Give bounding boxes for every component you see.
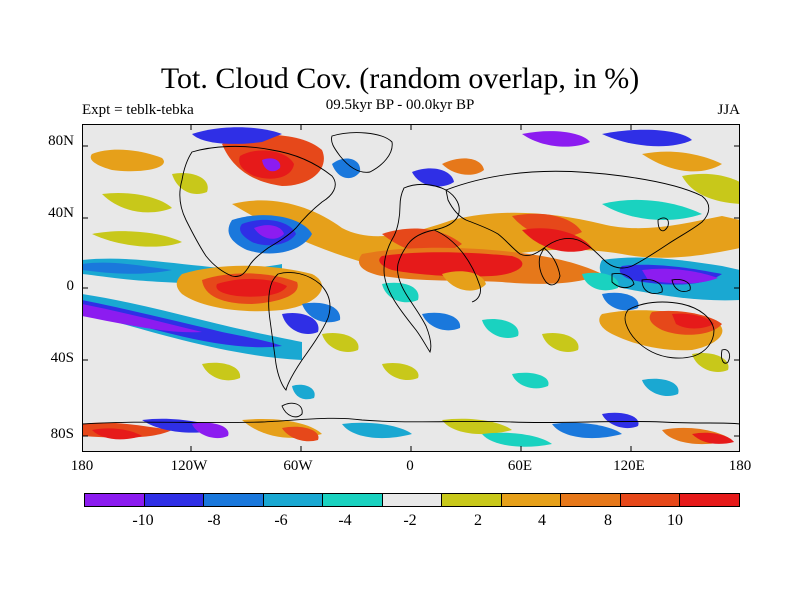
lon-label-180e: 180 — [728, 458, 752, 474]
anomaly-field — [82, 124, 740, 452]
colorbar-label-2: 2 — [474, 512, 482, 529]
lon-label-0: 0 — [406, 458, 414, 474]
axis-ticks — [82, 124, 740, 452]
lat-label-80n: 80N — [48, 133, 74, 149]
colorbar-label-neg2: -2 — [403, 512, 417, 529]
colorbar-swatch-10 — [680, 494, 740, 506]
season-label: JJA — [717, 102, 740, 118]
lon-label-60w: 60W — [283, 458, 313, 474]
map-title: Tot. Cloud Cov. (random overlap, in %) — [160, 62, 640, 95]
colorbar-swatch-7 — [501, 494, 562, 506]
colorbar-label-10: 10 — [667, 512, 683, 529]
lat-label-0: 0 — [66, 278, 75, 294]
colorbar-label-neg6: -6 — [274, 512, 288, 529]
lon-label-180w: 180 — [70, 458, 94, 474]
colorbar-label-4: 4 — [538, 512, 546, 529]
lat-label-40s: 40S — [50, 350, 74, 366]
colorbar-label-neg10: -10 — [132, 512, 154, 529]
colorbar-swatch-0 — [85, 494, 145, 506]
colorbar — [84, 493, 740, 507]
lon-label-60e: 60E — [507, 458, 533, 474]
colorbar-swatch-8 — [561, 494, 621, 506]
lat-label-80s: 80S — [50, 426, 74, 442]
colorbar-swatch-6 — [442, 494, 502, 506]
colorbar-swatch-1 — [144, 494, 205, 506]
lat-label-40n: 40N — [48, 205, 74, 221]
colorbar-swatch-3 — [263, 494, 324, 506]
colorbar-label-neg8: -8 — [207, 512, 221, 529]
colorbar-label-8: 8 — [604, 512, 612, 529]
cloud-cover-map — [82, 124, 740, 452]
colorbar-swatch-4 — [323, 494, 383, 506]
lon-label-120w: 120W — [170, 458, 208, 474]
colorbar-label-neg4: -4 — [338, 512, 352, 529]
map-subtitle: 09.5kyr BP - 00.0kyr BP — [325, 97, 475, 113]
colorbar-swatch-9 — [620, 494, 681, 506]
lon-label-120e: 120E — [613, 458, 645, 474]
colorbar-swatch-5 — [382, 494, 443, 506]
coastlines — [82, 132, 740, 425]
colorbar-swatch-2 — [204, 494, 264, 506]
experiment-label: Expt = teblk-tebka — [82, 102, 194, 118]
